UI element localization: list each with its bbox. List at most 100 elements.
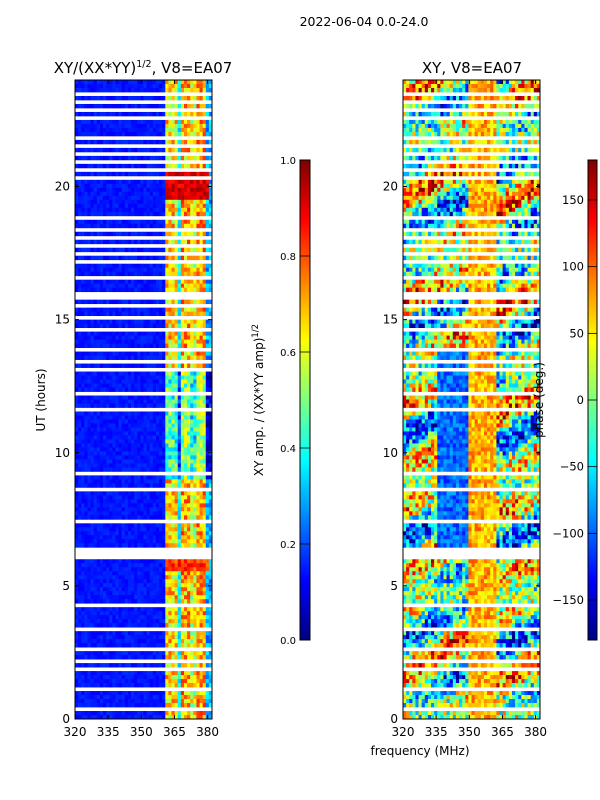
heat-cell — [115, 163, 119, 169]
heat-cell — [87, 355, 91, 360]
heat-cell — [168, 503, 172, 508]
heat-cell — [106, 619, 110, 624]
heat-cell — [199, 279, 204, 285]
heat-cell — [177, 623, 182, 628]
heat-cell — [168, 423, 172, 428]
heat-cell — [118, 459, 123, 464]
heat-cell — [187, 679, 191, 684]
heat-cell — [90, 567, 95, 572]
heat-cell — [93, 571, 98, 576]
heat-cell — [143, 463, 148, 468]
heat-cell — [90, 123, 95, 129]
heat-cell — [99, 679, 104, 684]
heat-cell — [131, 515, 135, 520]
heat-cell — [112, 543, 116, 548]
heat-cell — [208, 607, 213, 612]
heat-cell — [199, 595, 204, 600]
heat-cell — [87, 247, 91, 253]
heat-cell — [124, 483, 129, 488]
heat-cell — [196, 155, 200, 161]
heat-cell — [106, 399, 110, 404]
heat-cell — [146, 559, 151, 564]
heat-cell — [199, 511, 204, 516]
heat-cell — [109, 479, 113, 484]
heat-cell — [183, 323, 188, 329]
heat-cell — [143, 651, 148, 656]
heat-cell — [159, 339, 163, 344]
heat-cell — [84, 299, 88, 305]
heat-cell — [152, 455, 157, 460]
heat-cell — [78, 559, 82, 564]
heat-cell — [162, 619, 166, 624]
heat-cell — [174, 255, 179, 261]
heat-cell — [131, 451, 135, 456]
heat-cell — [121, 387, 126, 392]
heat-cell — [190, 447, 194, 452]
heat-cell — [146, 591, 151, 596]
heat-cell — [131, 155, 135, 161]
heat-cell — [90, 231, 95, 237]
heat-cell — [84, 563, 88, 568]
heat-cell — [121, 679, 126, 684]
heat-cell — [196, 263, 200, 269]
heat-cell — [96, 339, 101, 344]
heat-cell — [106, 431, 110, 436]
heat-cell — [118, 643, 123, 648]
heat-cell — [155, 247, 160, 253]
heat-cell — [196, 207, 200, 213]
heat-cell — [121, 503, 126, 508]
heat-cell — [146, 515, 151, 520]
heat-cell — [118, 575, 123, 580]
heat-cell — [137, 355, 141, 360]
heat-cell — [205, 371, 210, 376]
heat-cell — [115, 483, 119, 488]
heat-cell — [146, 351, 151, 356]
heat-cell — [121, 271, 126, 277]
heat-cell — [134, 395, 138, 400]
heat-cell — [208, 447, 213, 452]
heat-cell — [208, 651, 213, 656]
heat-cell — [118, 119, 123, 125]
heat-cell — [152, 179, 157, 185]
heat-cell — [174, 491, 179, 496]
heat-cell — [90, 619, 95, 624]
heat-cell — [202, 231, 207, 237]
heat-cell — [199, 339, 204, 344]
heat-cell — [140, 499, 144, 504]
heat-cell — [143, 531, 148, 536]
heat-cell — [75, 427, 79, 432]
heat-cell — [137, 451, 141, 456]
heat-cell — [196, 255, 200, 261]
heat-cell — [90, 95, 95, 101]
heat-cell — [93, 459, 98, 464]
heat-cell — [99, 599, 104, 604]
heat-cell — [205, 447, 210, 452]
heat-cell — [174, 119, 179, 125]
heat-cell — [190, 239, 194, 245]
heat-cell — [109, 631, 113, 636]
heat-cell — [193, 639, 197, 644]
heat-cell — [140, 591, 144, 596]
heat-cell — [93, 635, 98, 640]
heat-cell — [140, 403, 144, 408]
heat-cell — [155, 491, 160, 496]
heat-cell — [162, 80, 166, 85]
heat-cell — [75, 539, 79, 544]
heat-cell — [162, 563, 166, 568]
heat-cell — [140, 467, 144, 472]
heat-cell — [149, 435, 154, 440]
heat-cell — [208, 451, 213, 456]
heat-cell — [112, 203, 116, 209]
heat-cell — [134, 219, 138, 225]
heat-cell — [187, 287, 191, 293]
heat-cell — [140, 351, 144, 356]
heat-cell — [159, 195, 163, 201]
heat-cell — [196, 415, 200, 420]
heat-cell — [196, 247, 200, 253]
heat-cell — [106, 351, 110, 356]
heat-cell — [93, 579, 98, 584]
heat-cell — [140, 87, 144, 93]
heat-cell — [112, 631, 116, 636]
heat-cell — [193, 459, 197, 464]
heat-cell — [193, 299, 197, 305]
